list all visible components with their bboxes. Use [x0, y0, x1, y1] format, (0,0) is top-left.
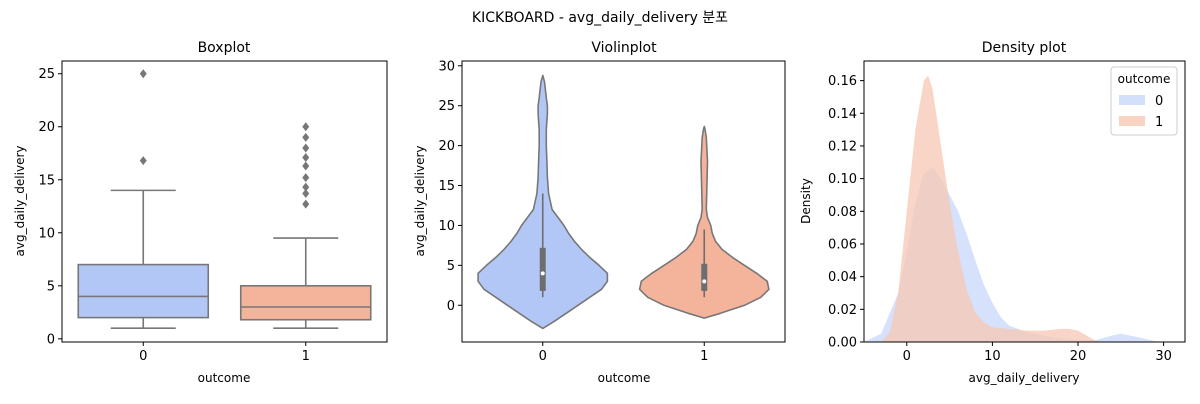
violin-iqr-bar — [539, 247, 546, 291]
violin-median-dot — [702, 279, 707, 284]
boxplot-ytick-label: 0 — [47, 332, 55, 347]
legend-title: outcome — [1118, 72, 1171, 86]
boxplot-xtick-label: 0 — [139, 349, 147, 364]
density-ytick-label: 0.14 — [828, 107, 857, 122]
boxplot-xtick-label: 1 — [302, 349, 310, 364]
density-ytick-label: 0.08 — [828, 205, 857, 220]
boxplot-ytick-label: 25 — [38, 67, 55, 82]
density-xtick-label: 10 — [984, 349, 1001, 364]
violin-median-dot — [540, 271, 545, 276]
density-xtick-label: 20 — [1070, 349, 1087, 364]
density-legend: outcome 0 1 — [1110, 66, 1178, 136]
density-ytick-label: 0.04 — [828, 270, 857, 285]
box-iqr — [77, 263, 210, 319]
box-outlier — [139, 156, 147, 166]
density-panel: Density plot avg_daily_delivery Density … — [799, 40, 1186, 385]
density-ytick-label: 0.00 — [828, 336, 857, 351]
violinplot-ytick-label: 30 — [438, 59, 455, 74]
violinplot-y-axis-label: avg_daily_delivery — [413, 146, 427, 257]
box-outlier — [302, 199, 310, 209]
legend-swatch-0 — [1119, 95, 1145, 105]
boxplot-title: Boxplot — [198, 40, 251, 56]
boxplot-x-axis-label: outcome — [198, 371, 251, 385]
box-outlier — [302, 152, 310, 162]
boxplot-ytick-label: 20 — [38, 120, 55, 135]
violinplot-panel: Violinplot outcome avg_daily_delivery 0 5… — [413, 40, 786, 385]
density-ytick-label: 0.16 — [828, 74, 857, 89]
violinplot-ytick-label: 20 — [438, 139, 455, 154]
figure-title: KICKBOARD - avg_daily_delivery 분포 — [472, 10, 728, 26]
box-iqr — [239, 284, 372, 321]
density-title: Density plot — [982, 40, 1067, 56]
density-area-series-1 — [881, 75, 1104, 342]
violin-body — [638, 125, 770, 319]
legend-entry-1: 1 — [1155, 115, 1163, 130]
density-ytick-label: 0.10 — [828, 172, 857, 187]
density-ytick-label: 0.02 — [828, 303, 857, 318]
boxplot-ytick-label: 10 — [38, 226, 55, 241]
box-outlier — [302, 132, 310, 142]
density-x-axis-label: avg_daily_delivery — [969, 371, 1080, 385]
box-outlier — [302, 189, 310, 199]
density-ytick-label: 0.06 — [828, 237, 857, 252]
violinplot-ytick-label: 15 — [438, 179, 455, 194]
box-outlier — [302, 122, 310, 132]
violin-iqr-bar — [701, 263, 708, 291]
violinplot-plot-frame — [461, 60, 786, 343]
box-outlier — [302, 173, 310, 183]
legend-swatch-1 — [1119, 116, 1145, 126]
boxplot-ytick-label: 5 — [47, 279, 55, 294]
violinplot-x-axis-label: outcome — [598, 371, 651, 385]
violinplot-title: Violinplot — [591, 40, 657, 56]
violinplot-ytick-label: 5 — [447, 259, 455, 274]
violinplot-ytick-label: 10 — [438, 219, 455, 234]
density-ytick-label: 0.12 — [828, 139, 857, 154]
box-outlier — [302, 161, 310, 171]
legend-entry-0: 0 — [1155, 94, 1163, 109]
violinplot-ytick-label: 25 — [438, 99, 455, 114]
boxplot-ytick-label: 15 — [38, 173, 55, 188]
violinplot-xtick-label: 1 — [700, 349, 708, 364]
box-outlier — [302, 143, 310, 153]
boxplot-panel: Boxplot outcome avg_daily_delivery 05101… — [13, 40, 388, 385]
box-outlier — [302, 182, 310, 192]
boxplot-y-axis-label: avg_daily_delivery — [13, 146, 27, 257]
violinplot-ytick-label: 0 — [447, 299, 455, 314]
box-outlier — [139, 69, 147, 79]
violinplot-xtick-label: 0 — [539, 349, 547, 364]
density-xtick-label: 0 — [903, 349, 911, 364]
density-y-axis-label: Density — [799, 178, 813, 224]
density-plot-frame — [863, 60, 1186, 343]
density-xtick-label: 30 — [1155, 349, 1172, 364]
boxplot-plot-frame — [61, 60, 388, 343]
